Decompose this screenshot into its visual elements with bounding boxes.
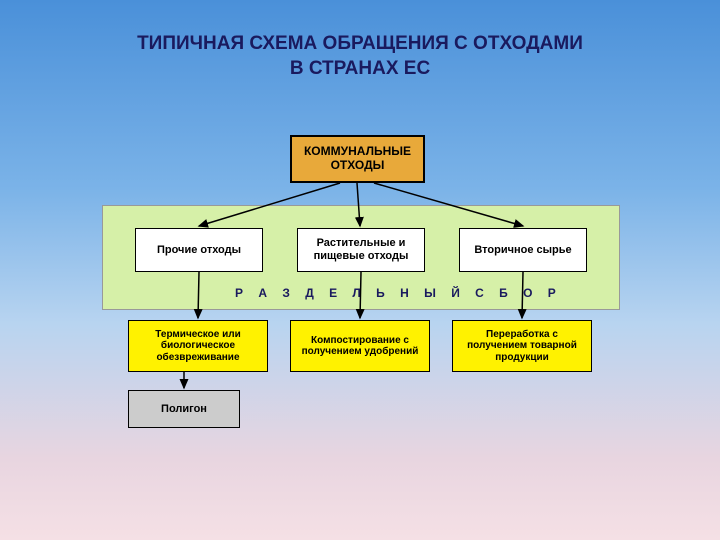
flowchart: Р А З Д Е Л Ь Н Ы Й С Б О Р КОММУНАЛЬНЫЕ…: [0, 0, 720, 540]
node-organic-waste: Растительные и пищевые отходы: [297, 228, 425, 272]
separation-panel-label: Р А З Д Е Л Ь Н Ы Й С Б О Р: [235, 286, 562, 300]
node-municipal-waste: КОММУНАЛЬНЫЕ ОТХОДЫ: [290, 135, 425, 183]
node-other-waste: Прочие отходы: [135, 228, 263, 272]
node-recyclables: Вторичное сырье: [459, 228, 587, 272]
node-thermal: Термическое или биологическое обезврежив…: [128, 320, 268, 372]
node-composting: Компостирование с получением удобрений: [290, 320, 430, 372]
node-recycling: Переработка с получением товарной продук…: [452, 320, 592, 372]
node-landfill: Полигон: [128, 390, 240, 428]
